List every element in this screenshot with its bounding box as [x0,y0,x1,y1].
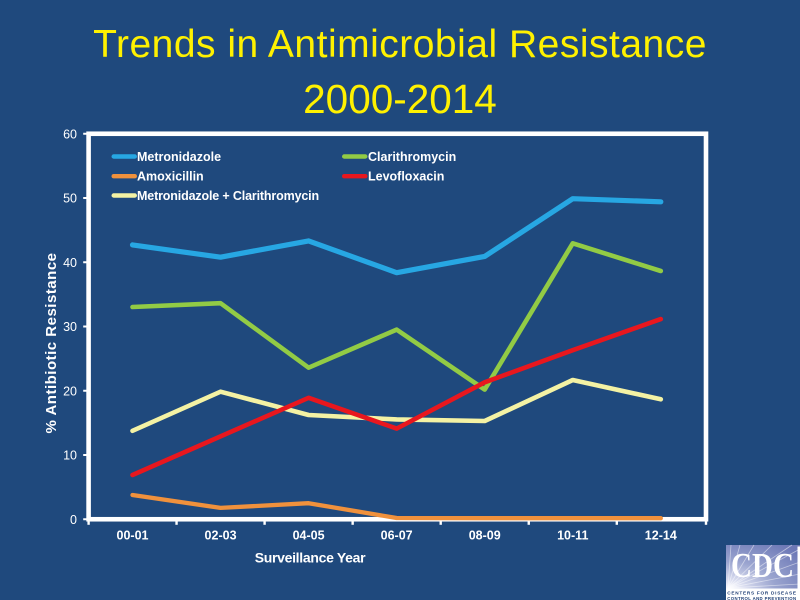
svg-text:Clarithromycin: Clarithromycin [368,150,456,164]
svg-text:Surveillance Year: Surveillance Year [255,550,366,566]
svg-text:10: 10 [63,449,77,463]
svg-text:% Antibiotic Resistance: % Antibiotic Resistance [43,253,60,434]
svg-text:30: 30 [63,320,77,334]
svg-text:CDC: CDC [731,546,794,585]
svg-text:0: 0 [70,513,77,527]
svg-text:04-05: 04-05 [293,529,325,543]
svg-text:40: 40 [63,256,77,270]
svg-text:CENTERS FOR DISEASE: CENTERS FOR DISEASE [727,591,796,596]
svg-text:12-14: 12-14 [645,529,677,543]
svg-text:Levofloxacin: Levofloxacin [368,170,444,184]
svg-text:02-03: 02-03 [205,529,237,543]
svg-text:60: 60 [63,127,77,141]
svg-text:Metronidazole: Metronidazole [137,150,221,164]
svg-text:2000-2014: 2000-2014 [303,76,497,122]
svg-text:06-07: 06-07 [381,529,413,543]
svg-text:10-11: 10-11 [557,529,588,543]
svg-text:08-09: 08-09 [469,529,501,543]
svg-text:50: 50 [63,192,77,206]
svg-text:20: 20 [63,384,77,398]
svg-text:Metronidazole + Clarithromycin: Metronidazole + Clarithromycin [137,189,319,203]
svg-text:Amoxicillin: Amoxicillin [137,170,204,184]
svg-text:00-01: 00-01 [117,529,149,543]
svg-text:Trends in Antimicrobial Resist: Trends in Antimicrobial Resistance [93,23,707,66]
svg-text:CONTROL AND PREVENTION: CONTROL AND PREVENTION [727,596,796,600]
